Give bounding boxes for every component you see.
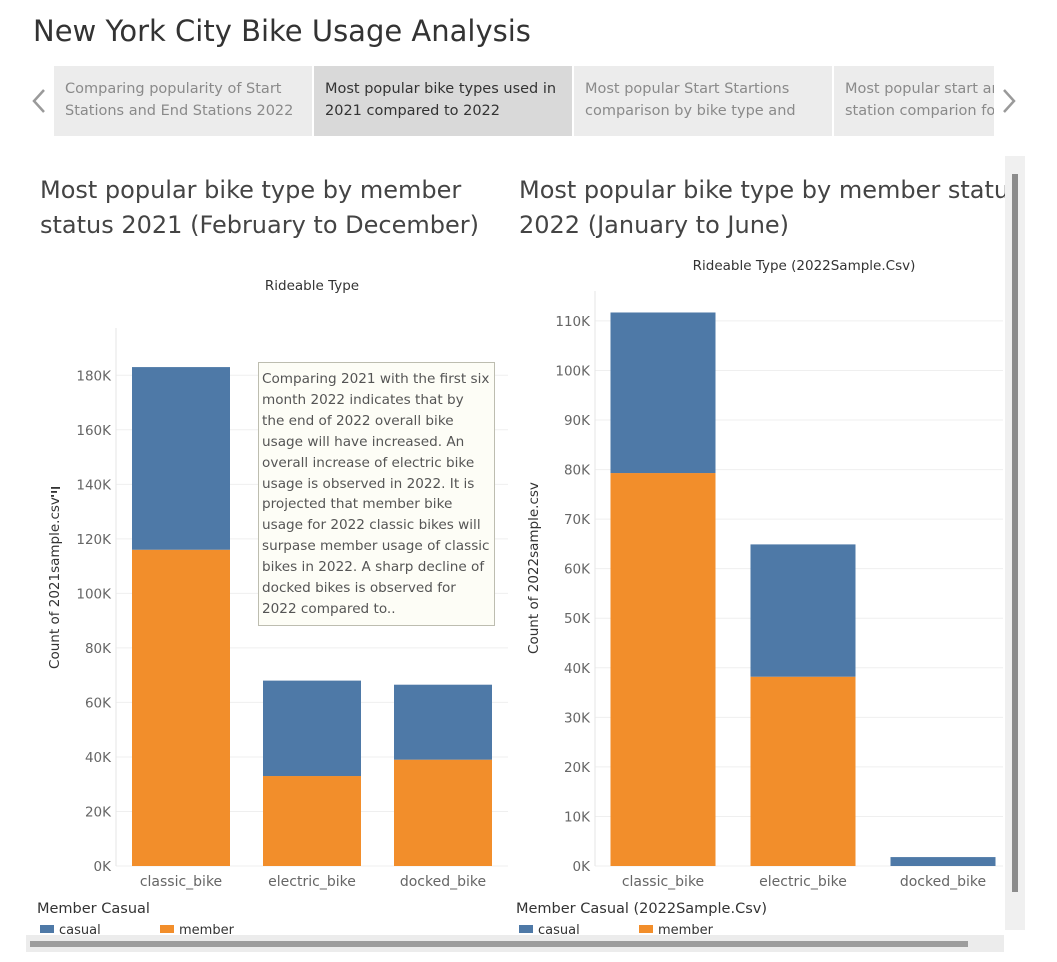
- right-legend-casual[interactable]: casual: [519, 921, 580, 935]
- sort-icon: [51, 487, 60, 497]
- sort-icon-bar: [51, 491, 57, 493]
- story-point-2-line1: Most popular bike types used in: [325, 81, 557, 97]
- chart-2022-bar-classic_bike-member: [610, 473, 716, 866]
- story-point-4-line2: station comparion for: [845, 103, 994, 119]
- chart-2022-ytick-label: 80K: [564, 463, 591, 479]
- story-point-2-line2: 2021 compared to 2022: [325, 103, 501, 119]
- chart-2021-ytick-label: 40K: [85, 750, 112, 766]
- chevron-left-icon[interactable]: [24, 66, 54, 136]
- story-point-1[interactable]: Comparing popularity of Start Stations a…: [54, 66, 312, 136]
- right-chart-title: Most popular bike type by member status …: [519, 173, 1022, 243]
- chart-2021-ytick-label: 180K: [76, 368, 112, 384]
- chart-2022-bar-docked_bike-casual: [890, 857, 996, 866]
- story-title: New York City Bike Usage Analysis: [33, 14, 531, 48]
- member-swatch: [160, 925, 174, 933]
- left-chart-title-line1: Most popular bike type by member: [40, 176, 462, 204]
- member-swatch: [639, 925, 653, 933]
- chart-2021-ytick-label: 160K: [76, 423, 112, 439]
- sort-icon-bar: [51, 495, 54, 497]
- chart-2022-ytick-label: 50K: [564, 611, 591, 627]
- chart-2021-x-tick-label: classic_bike: [140, 874, 222, 890]
- horizontal-scrollbar-thumb[interactable]: [30, 941, 968, 947]
- chart-2022-ytick-label: 20K: [564, 760, 591, 776]
- chart-2021-ytick-label: 80K: [85, 641, 112, 657]
- left-legend-member-label: member: [179, 923, 234, 936]
- chart-2021-bar-docked_bike-member: [394, 759, 492, 866]
- chart-2022-x-tick-label: classic_bike: [622, 874, 704, 890]
- chart-2022-bar-electric_bike-casual: [750, 544, 856, 677]
- chart-2021-x-tick-label: electric_bike: [268, 874, 356, 890]
- right-legend-member[interactable]: member: [639, 921, 713, 935]
- left-legend-casual[interactable]: casual: [40, 921, 101, 935]
- annotation-box: Comparing 2021 with the first six month …: [258, 362, 495, 626]
- chart-2022-ytick-label: 100K: [555, 363, 591, 379]
- right-chart-title-line1: Most popular bike type by member status: [519, 176, 1022, 204]
- story-point-3-line1: Most popular Start Startions: [585, 81, 790, 97]
- chevron-right-icon[interactable]: [994, 66, 1024, 136]
- chart-2021-bar-electric_bike-casual: [263, 680, 361, 777]
- chart-2021-ytick-label: 0K: [94, 859, 113, 875]
- story-point-3-line2: comparison by bike type and: [585, 103, 796, 119]
- story-points: Comparing popularity of Start Stations a…: [54, 66, 994, 136]
- right-legend-title: Member Casual (2022Sample.Csv): [516, 901, 767, 917]
- story-point-4[interactable]: Most popular start and end station compa…: [834, 66, 994, 136]
- chart-2021-ytick-label: 20K: [85, 804, 112, 820]
- chart-2022-column-header: Rideable Type (2022Sample.Csv): [693, 258, 916, 274]
- chart-2021-x-tick-label: docked_bike: [400, 874, 486, 890]
- chart-2021-bar-electric_bike-member: [263, 776, 361, 866]
- chart-2022-bar-electric_bike-member: [750, 676, 856, 866]
- story-point-4-line1: Most popular start and end: [845, 81, 994, 97]
- chart-2022-ytick-label: 30K: [564, 710, 591, 726]
- story-point-3[interactable]: Most popular Start Startions comparison …: [574, 66, 832, 136]
- chart-2021-ytick-label: 60K: [85, 695, 112, 711]
- chart-2022-bar-classic_bike-casual: [610, 312, 716, 474]
- left-chart-title: Most popular bike type by member status …: [40, 173, 479, 243]
- chart-2022-ytick-label: 10K: [564, 809, 591, 825]
- chart-2022-ytick-label: 60K: [564, 562, 591, 578]
- left-chart-title-line2: status 2021 (February to December): [40, 211, 479, 239]
- chart-2022-ytick-label: 40K: [564, 661, 591, 677]
- chart-2021-ytick-label: 140K: [76, 477, 112, 493]
- chart-2022-ytick-label: 70K: [564, 512, 591, 528]
- right-legend-casual-label: casual: [538, 923, 580, 936]
- chart-2021-bar-docked_bike-casual: [394, 684, 492, 760]
- vertical-scrollbar-thumb[interactable]: [1012, 174, 1018, 892]
- right-chart-title-line2: 2022 (January to June): [519, 211, 790, 239]
- chart-2021-ytick-label: 120K: [76, 532, 112, 548]
- casual-swatch: [40, 925, 54, 933]
- chart-2022-y-axis-label: Count of 2022sample.csv: [526, 482, 542, 654]
- story-navigator: Comparing popularity of Start Stations a…: [24, 66, 1024, 136]
- chart-2021-column-header: Rideable Type: [265, 278, 359, 294]
- casual-swatch: [519, 925, 533, 933]
- story-point-2[interactable]: Most popular bike types used in 2021 com…: [314, 66, 572, 136]
- left-legend-title: Member Casual: [37, 901, 150, 917]
- story-point-1-line1: Comparing popularity of Start: [65, 81, 282, 97]
- story-point-1-line2: Stations and End Stations 2022: [65, 103, 294, 119]
- chart-2021-bar-classic_bike-casual: [132, 367, 230, 550]
- right-legend-member-label: member: [658, 923, 713, 936]
- chart-2022-ytick-label: 0K: [573, 859, 592, 875]
- chart-2022-x-tick-label: electric_bike: [759, 874, 847, 890]
- left-legend-casual-label: casual: [59, 923, 101, 936]
- chart-2021-ytick-label: 100K: [76, 586, 112, 602]
- chart-2022-ytick-label: 110K: [555, 314, 591, 330]
- left-legend-member[interactable]: member: [160, 921, 234, 935]
- sort-icon-bar: [51, 487, 60, 489]
- chart-2022-x-tick-label: docked_bike: [900, 874, 986, 890]
- chart-2021-y-axis-label: Count of 2021sample.csv: [47, 497, 63, 669]
- chart-2021-bar-classic_bike-member: [132, 549, 230, 866]
- chart-2022-ytick-label: 90K: [564, 413, 591, 429]
